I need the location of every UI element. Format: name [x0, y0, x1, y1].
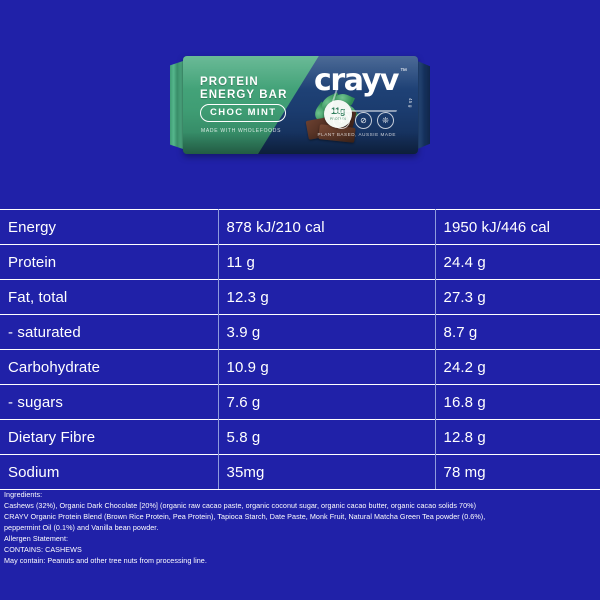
- brand-logo: crayv: [313, 63, 399, 98]
- table-row: - sugars 7.6 g 16.8 g: [0, 384, 600, 420]
- wrapper-body: PROTEIN ENERGY BAR CHOC MINT MADE WITH W…: [183, 56, 418, 154]
- product-hero: PROTEIN ENERGY BAR CHOC MINT MADE WITH W…: [0, 0, 600, 200]
- protein-badge-amount: 11g: [330, 106, 346, 116]
- allergen-heading: Allergen Statement:: [4, 534, 69, 543]
- ingredients-heading: Ingredients:: [4, 490, 43, 499]
- plant-icon: ✻: [333, 112, 350, 129]
- ingredients-line-3: peppermint Oil (0.1%) and Vanilla bean p…: [4, 523, 159, 532]
- claims-label: PLANT BASED, AUSSIE MADE: [317, 132, 396, 137]
- allergen-contains: CONTAINS: CASHEWS: [4, 545, 82, 554]
- nutrient-label: Energy: [0, 209, 219, 245]
- table-row: Carbohydrate 10.9 g 24.2 g: [0, 349, 600, 385]
- net-weight-label: 45 g: [408, 98, 413, 108]
- table-row: - saturated 3.9 g 8.7 g: [0, 314, 600, 350]
- nutrient-per-100g: 1950 kJ/446 cal: [435, 209, 600, 245]
- nutrient-per-100g: 24.2 g: [435, 349, 600, 385]
- wrapper-crimp-left: [170, 60, 186, 150]
- nutrient-per-100g: 78 mg: [435, 454, 600, 490]
- nutrient-per-100g: 27.3 g: [435, 279, 600, 315]
- nutrient-label: Fat, total: [0, 279, 219, 315]
- nutrient-label: - saturated: [0, 314, 219, 350]
- table-row: Sodium 35mg 78 mg: [0, 454, 600, 490]
- no-dairy-icon: ⊘: [355, 112, 372, 129]
- table-row: Protein 11 g 24.4 g: [0, 244, 600, 280]
- nutrient-per-serve: 11 g: [218, 244, 436, 280]
- nutrient-label: Dietary Fibre: [0, 419, 219, 455]
- nutrient-label: Protein: [0, 244, 219, 280]
- nutrient-per-serve: 3.9 g: [218, 314, 436, 350]
- product-type-label: PROTEIN ENERGY BAR: [200, 76, 287, 102]
- gluten-free-icon: ❊: [377, 112, 394, 129]
- product-type-line1: PROTEIN: [200, 76, 259, 88]
- nutrient-label: Carbohydrate: [0, 349, 219, 385]
- nutrition-table: Energy 878 kJ/210 cal 1950 kJ/446 cal Pr…: [0, 209, 600, 490]
- table-row: Energy 878 kJ/210 cal 1950 kJ/446 cal: [0, 209, 600, 245]
- table-row: Dietary Fibre 5.8 g 12.8 g: [0, 419, 600, 455]
- nutrient-per-100g: 8.7 g: [435, 314, 600, 350]
- nutrient-per-100g: 12.8 g: [435, 419, 600, 455]
- nutrient-per-serve: 7.6 g: [218, 384, 436, 420]
- nutrient-per-serve: 878 kJ/210 cal: [218, 209, 436, 245]
- ingredients-line-1: Cashews (32%), Organic Dark Chocolate [2…: [4, 501, 477, 510]
- nutrient-label: - sugars: [0, 384, 219, 420]
- nutrient-per-100g: 16.8 g: [435, 384, 600, 420]
- ingredients-block: Ingredients: Cashews (32%), Organic Dark…: [4, 489, 596, 566]
- nutrient-per-serve: 5.8 g: [218, 419, 436, 455]
- product-bar-image: PROTEIN ENERGY BAR CHOC MINT MADE WITH W…: [170, 56, 430, 154]
- allergen-may-contain: May contain: Peanuts and other tree nuts…: [4, 556, 207, 565]
- nutrient-per-100g: 24.4 g: [435, 244, 600, 280]
- wholefoods-tagline: MADE WITH WHOLEFOODS: [201, 128, 282, 134]
- claim-icon-row: ✻ ⊘ ❊: [333, 112, 394, 129]
- table-row: Fat, total 12.3 g 27.3 g: [0, 279, 600, 315]
- nutrient-per-serve: 12.3 g: [218, 279, 436, 315]
- flavour-badge: CHOC MINT: [200, 104, 287, 122]
- ingredients-line-2: CRAYV Organic Protein Blend (Brown Rice …: [4, 512, 486, 521]
- trademark-icon: ™: [400, 68, 407, 75]
- nutrient-per-serve: 10.9 g: [218, 349, 436, 385]
- nutrient-label: Sodium: [0, 454, 219, 490]
- logo-swoosh-icon: [328, 90, 404, 112]
- nutrient-per-serve: 35mg: [218, 454, 436, 490]
- product-type-line2: ENERGY BAR: [200, 89, 288, 101]
- wrapper-crimp-right: [415, 60, 430, 150]
